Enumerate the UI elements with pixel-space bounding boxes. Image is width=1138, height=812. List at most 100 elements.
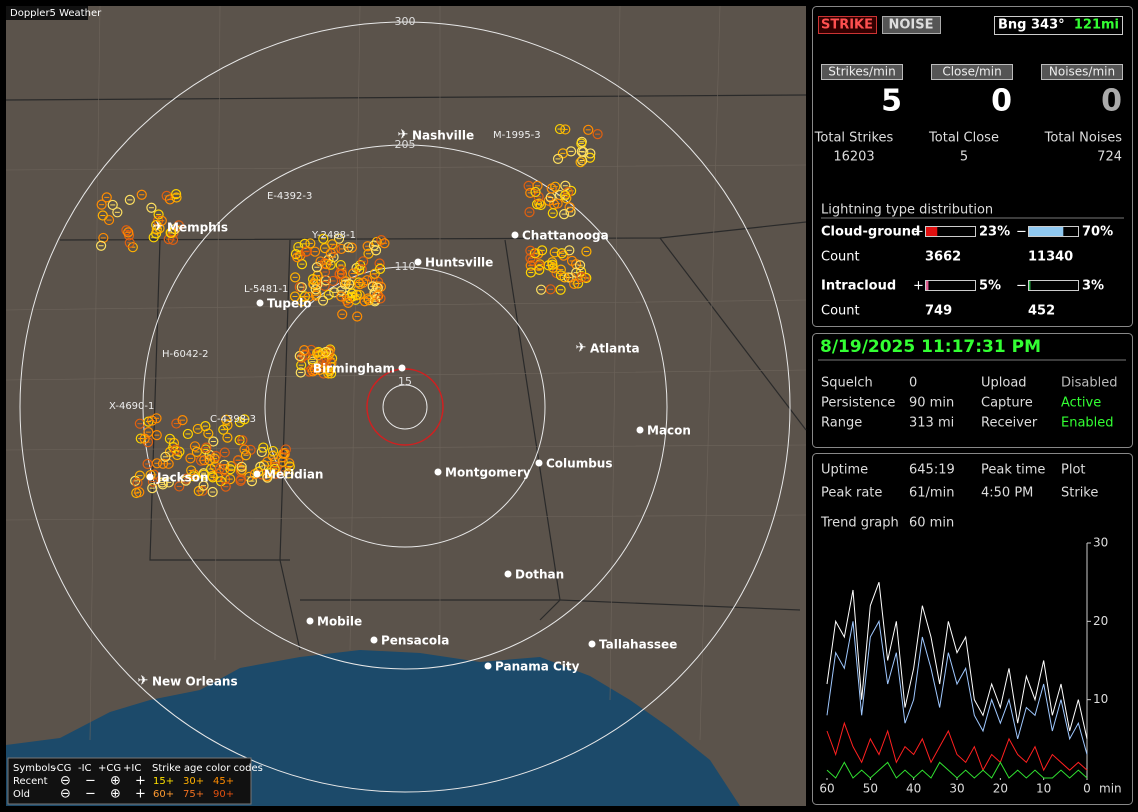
strike-symbol <box>203 428 214 439</box>
city-label: Huntsville <box>425 256 493 270</box>
strike-symbol <box>581 272 592 284</box>
strike-symbol <box>180 475 191 486</box>
city-label: Tupelo <box>267 297 312 311</box>
strike-symbol <box>283 468 294 479</box>
bearing: Bng 343° <box>998 18 1065 33</box>
strike-symbol <box>560 124 571 135</box>
strike-symbol <box>296 282 307 293</box>
total-value: 16203 <box>833 150 874 165</box>
strike-symbol <box>299 345 310 356</box>
datetime: 8/19/2025 11:17:31 PM <box>820 337 1041 357</box>
airport-icon: ✈ <box>576 341 587 356</box>
total-value: 724 <box>1097 150 1122 165</box>
strike-symbol <box>262 472 273 483</box>
strike-symbol <box>336 291 347 302</box>
strike-symbol <box>139 433 150 444</box>
strike-symbol <box>191 446 202 457</box>
strike-symbol <box>153 209 164 220</box>
stat-text: Peak time <box>981 463 1045 478</box>
trend-window: 60 min <box>909 516 954 531</box>
strike-symbol <box>547 259 558 270</box>
range-ring <box>264 266 546 548</box>
strike-symbol <box>157 479 168 490</box>
city-label: Nashville <box>412 129 474 143</box>
legend-pos-ic: +IC <box>123 763 141 774</box>
strike-symbol <box>343 297 354 308</box>
strike-symbol <box>317 295 329 306</box>
legend-recent: Recent <box>13 776 48 787</box>
city-label: Memphis <box>167 221 228 235</box>
storm-label: M-1995-3 <box>493 130 541 141</box>
strike-symbol <box>552 153 564 165</box>
strike-symbol <box>240 450 252 461</box>
strike-symbol <box>161 190 172 201</box>
strike-symbol <box>537 245 548 256</box>
strike-symbol <box>267 450 278 462</box>
rate-header-box <box>821 64 903 80</box>
strike-symbol <box>198 480 209 491</box>
city-dot <box>636 426 644 434</box>
pct-bar-track <box>925 280 976 291</box>
strike-symbol <box>163 477 174 488</box>
strike-symbol <box>146 202 157 213</box>
city-label: Mobile <box>317 615 362 629</box>
stat-text: 4:50 PM <box>981 486 1033 501</box>
rate-value: 0 <box>991 84 1012 119</box>
legend-neg-cg: -CG <box>53 763 71 774</box>
strike-symbol <box>559 190 571 201</box>
setting-text: 313 mi <box>909 416 954 431</box>
strike-symbol <box>560 180 571 191</box>
legend-symbol: + <box>135 774 146 789</box>
stat-text: 61/min <box>909 486 954 501</box>
strike-symbol <box>121 225 132 236</box>
strike-symbol <box>564 202 575 213</box>
neg-sign: − <box>1016 279 1027 294</box>
legend-age: 60+ <box>153 789 174 800</box>
city-label: Pensacola <box>381 634 449 648</box>
trend-line <box>826 581 1088 739</box>
strike-symbol <box>163 458 174 469</box>
strike-symbol <box>369 296 381 307</box>
rate-header: Close/min <box>942 65 1001 79</box>
strike-symbol <box>370 245 382 256</box>
strike-symbol <box>199 455 210 466</box>
legend-age: 45+ <box>213 776 234 787</box>
strike-symbol <box>163 234 174 245</box>
strike-button[interactable] <box>818 16 877 34</box>
strike-symbol <box>574 260 586 271</box>
city-label: Jackson <box>156 471 209 485</box>
stat-text: 645:19 <box>909 463 955 478</box>
rate-value: 5 <box>881 84 902 119</box>
strike-symbol <box>525 245 536 256</box>
strike-symbol <box>533 260 545 272</box>
border <box>659 237 807 431</box>
strike-symbol <box>359 296 370 307</box>
strike-symbol <box>376 234 387 246</box>
x-axis-label: min <box>1099 782 1122 796</box>
strike-symbol <box>167 234 179 245</box>
strike-symbol <box>337 309 348 320</box>
pct-bar-track <box>1028 280 1079 291</box>
noise-button[interactable] <box>882 16 941 34</box>
strike-symbol <box>583 124 594 135</box>
ring-label: 205 <box>395 138 416 151</box>
city-dot <box>588 640 596 648</box>
strike-symbol <box>280 444 291 455</box>
border <box>149 239 290 561</box>
strike-symbol <box>325 259 336 270</box>
trend-panel <box>812 453 1133 805</box>
stat-text: Strike <box>1061 486 1098 501</box>
city-dot <box>253 470 261 478</box>
airport-icon: ✈ <box>153 220 164 235</box>
strike-symbol <box>292 252 303 263</box>
strike-symbol <box>233 455 244 466</box>
y-tick-label: 30 <box>1093 536 1108 550</box>
title-text: Doppler5 Weather <box>10 8 102 19</box>
strike-symbol <box>147 483 158 494</box>
strike-symbol <box>222 432 233 443</box>
strike-symbol <box>343 242 354 253</box>
strike-symbol <box>269 457 280 468</box>
setting-text: 90 min <box>909 396 954 411</box>
strike-symbol <box>134 470 145 481</box>
